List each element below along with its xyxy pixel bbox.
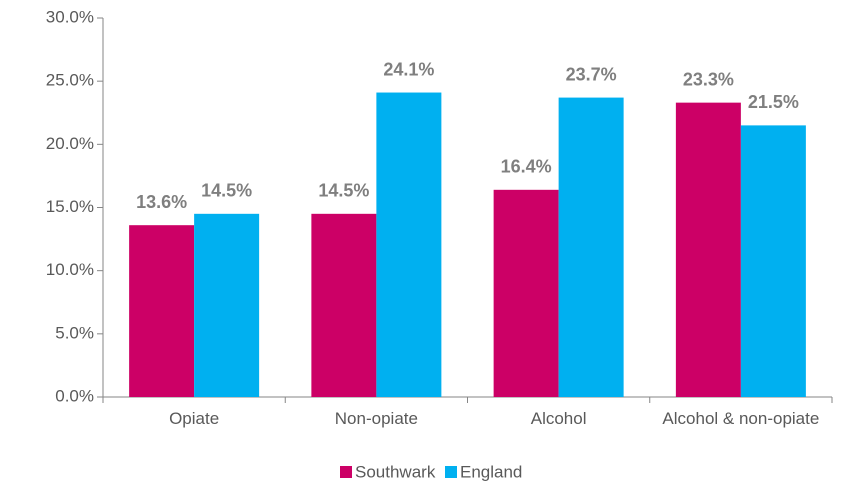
- y-tick-label: 10.0%: [46, 260, 94, 279]
- y-tick-label: 5.0%: [55, 323, 94, 342]
- y-tick-label: 15.0%: [46, 197, 94, 216]
- value-label: 14.5%: [201, 181, 252, 201]
- bar: [129, 225, 195, 397]
- legend-swatch: [445, 466, 457, 478]
- value-label: 23.7%: [566, 64, 617, 84]
- x-tick-label: Alcohol & non-opiate: [662, 409, 820, 428]
- bar: [493, 189, 559, 397]
- y-tick-label: 30.0%: [46, 7, 94, 26]
- bar: [376, 92, 442, 397]
- bar: [740, 125, 806, 397]
- value-label: 16.4%: [501, 157, 552, 177]
- value-label: 14.5%: [318, 181, 369, 201]
- value-label: 24.1%: [383, 59, 434, 79]
- bar: [311, 213, 377, 397]
- legend-label: England: [460, 462, 522, 481]
- x-tick-label: Opiate: [169, 409, 220, 428]
- legend-label: Southwark: [355, 462, 436, 481]
- x-tick-label: Alcohol: [530, 409, 587, 428]
- y-tick-label: 20.0%: [46, 134, 94, 153]
- value-label: 13.6%: [136, 192, 187, 212]
- bar: [675, 102, 741, 397]
- legend-swatch: [340, 466, 352, 478]
- y-tick-label: 25.0%: [46, 71, 94, 90]
- bar: [558, 97, 624, 397]
- bar: [194, 213, 260, 397]
- value-label: 21.5%: [748, 92, 799, 112]
- x-tick-label: Non-opiate: [334, 409, 418, 428]
- y-tick-label: 0.0%: [55, 386, 94, 405]
- value-label: 23.3%: [683, 69, 734, 89]
